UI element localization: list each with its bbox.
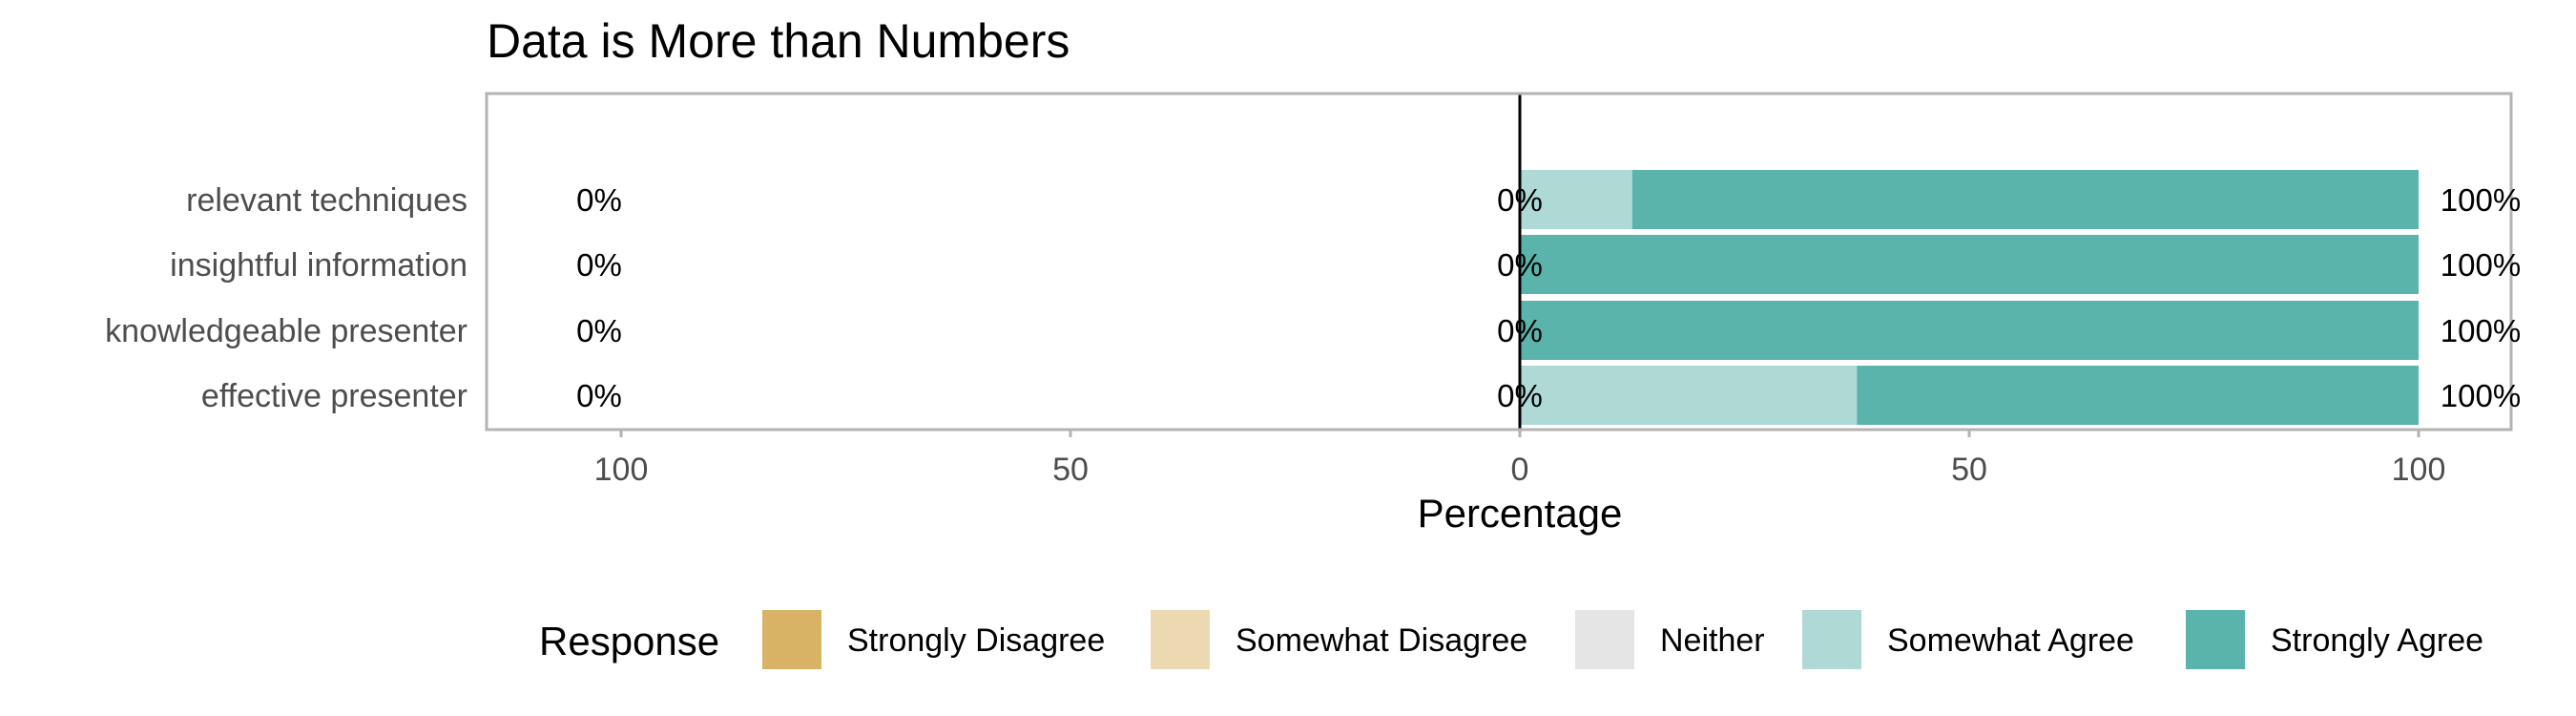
x-axis-title: Percentage bbox=[1418, 491, 1623, 536]
legend-label: Strongly Disagree bbox=[847, 622, 1105, 659]
bar-segment bbox=[1857, 366, 2419, 425]
legend-label: Neither bbox=[1660, 622, 1765, 659]
bars-layer bbox=[1520, 170, 2419, 425]
y-tick-label: relevant techniques bbox=[186, 182, 467, 219]
x-tick-label: 100 bbox=[594, 452, 649, 488]
label-high: 100% bbox=[2441, 182, 2521, 218]
bar-segment bbox=[1520, 235, 2419, 294]
y-tick-label: insightful information bbox=[170, 247, 467, 284]
y-tick-label: knowledgeable presenter bbox=[105, 313, 467, 349]
label-high: 100% bbox=[2441, 247, 2521, 283]
label-low: 0% bbox=[576, 378, 622, 413]
label-high: 100% bbox=[2441, 378, 2521, 413]
label-neutral: 0% bbox=[1497, 247, 1543, 283]
percent-labels: 0% 0% 100% 0% 0% 100% 0% 0% 100% 0% 0% 100% bbox=[576, 182, 2521, 413]
legend-title: Response bbox=[539, 619, 719, 663]
legend-label: Somewhat Disagree bbox=[1236, 622, 1527, 659]
label-low: 0% bbox=[576, 313, 622, 348]
bar-segment bbox=[1520, 301, 2419, 360]
legend-key bbox=[1800, 608, 1863, 671]
x-tick-label: 50 bbox=[1951, 452, 1987, 488]
chart-title: Data is More than Numbers bbox=[487, 14, 1070, 68]
legend-label: Strongly Agree bbox=[2271, 622, 2483, 659]
label-neutral: 0% bbox=[1497, 378, 1543, 413]
x-tick-label: 50 bbox=[1052, 452, 1089, 488]
label-neutral: 0% bbox=[1497, 182, 1543, 218]
y-tick-label: effective presenter bbox=[201, 378, 467, 414]
label-neutral: 0% bbox=[1497, 313, 1543, 348]
x-tick-label: 100 bbox=[2392, 452, 2446, 488]
bar-segment bbox=[1520, 170, 1632, 229]
bar-segment bbox=[1520, 366, 1858, 425]
label-high: 100% bbox=[2441, 313, 2521, 348]
legend-key bbox=[2184, 608, 2247, 671]
legend-key bbox=[1573, 608, 1636, 671]
x-tick-label: 0 bbox=[1511, 452, 1529, 488]
panel-border bbox=[485, 92, 2513, 432]
legend-key bbox=[760, 608, 823, 671]
legend-label: Somewhat Agree bbox=[1887, 622, 2134, 659]
legend: Response Strongly Disagree Somewhat Disag… bbox=[539, 608, 2483, 671]
x-axis-ticks: 100 50 0 50 100 bbox=[594, 430, 2446, 488]
y-axis-labels: relevant techniques insightful informatio… bbox=[105, 182, 467, 414]
label-low: 0% bbox=[576, 182, 622, 218]
label-low: 0% bbox=[576, 247, 622, 283]
bar-segment bbox=[1631, 170, 2419, 229]
legend-key bbox=[1149, 608, 1212, 671]
